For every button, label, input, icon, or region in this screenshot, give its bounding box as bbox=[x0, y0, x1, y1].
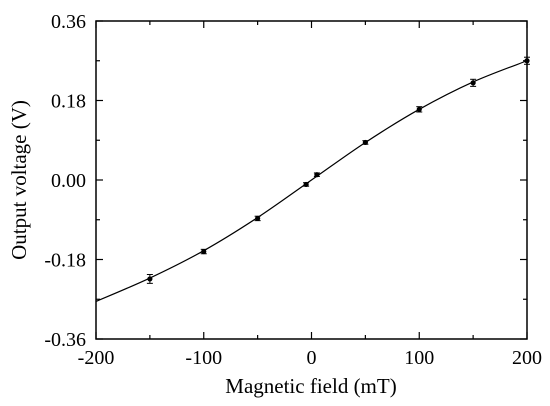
data-point bbox=[314, 172, 320, 178]
y-tick-label: 0.18 bbox=[51, 91, 86, 113]
x-ticks: -200 -100 0 100 200 bbox=[78, 21, 542, 369]
y-tick-label: 0.00 bbox=[51, 170, 86, 192]
data-point bbox=[470, 80, 476, 86]
y-tick-label: -0.18 bbox=[44, 250, 86, 272]
x-axis-title: Magnetic field (mT) bbox=[225, 374, 396, 398]
data-point bbox=[524, 58, 530, 64]
y-tick-label: 0.36 bbox=[51, 11, 86, 33]
data-point bbox=[416, 106, 422, 112]
y-axis-title: Output voltage (V) bbox=[7, 100, 31, 260]
fit-curve-layer bbox=[95, 60, 528, 303]
y-tick-label: -0.36 bbox=[44, 329, 86, 351]
y-ticks: -0.36 -0.18 0.00 0.18 0.36 bbox=[44, 11, 527, 351]
data-point bbox=[147, 276, 153, 282]
data-point bbox=[303, 181, 309, 188]
x-tick-label: -100 bbox=[185, 347, 222, 369]
x-tick-label: 100 bbox=[404, 347, 434, 369]
x-tick-label: 0 bbox=[307, 347, 317, 369]
data-points-layer bbox=[146, 56, 530, 284]
x-tick-label: -200 bbox=[78, 347, 115, 369]
x-tick-label: 200 bbox=[512, 347, 542, 369]
data-point bbox=[201, 248, 207, 255]
fit-curve bbox=[95, 60, 528, 303]
data-point bbox=[362, 139, 368, 146]
data-point bbox=[255, 215, 261, 222]
